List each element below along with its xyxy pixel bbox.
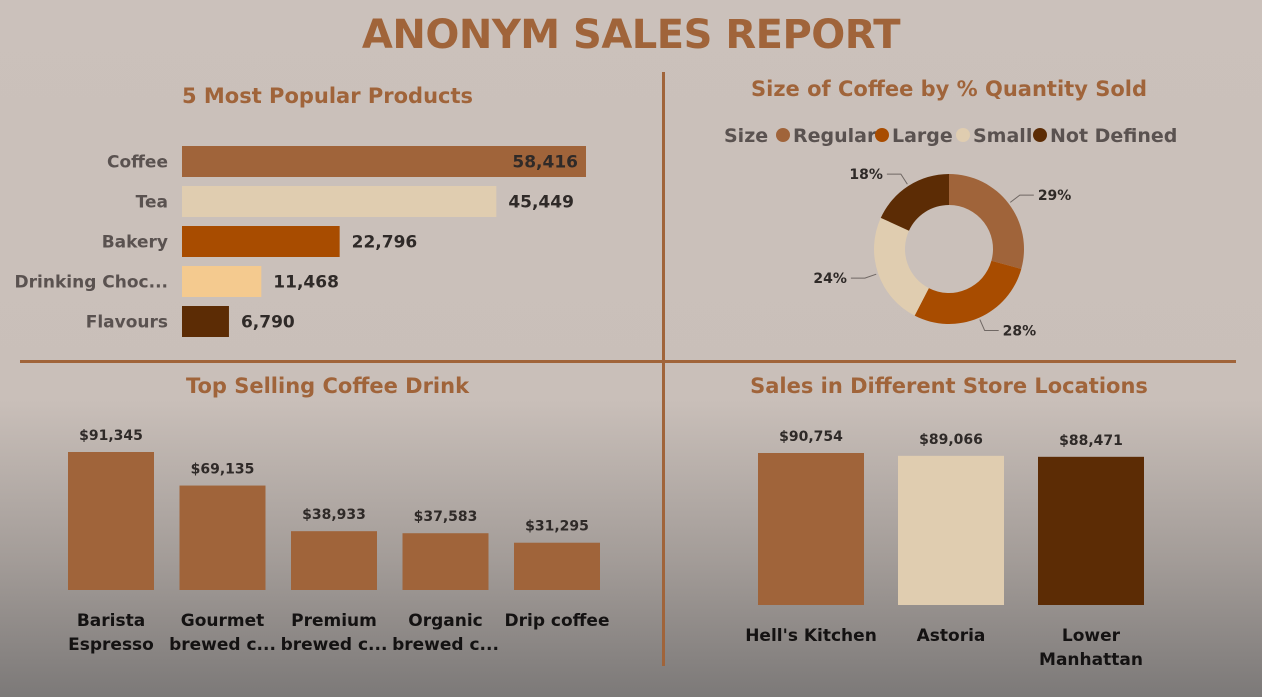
product-bar [182, 306, 229, 337]
product-bar [182, 226, 340, 257]
store-location-bar [1038, 456, 1144, 605]
product-category-label: Flavours [86, 313, 168, 333]
coffee-drink-category-label: Espresso [68, 635, 154, 655]
store-location-category-label: Astoria [917, 626, 986, 646]
coffee-drink-category-label: Gourmet [181, 611, 265, 631]
coffee-drink-chart-title: Top Selling Coffee Drink [185, 374, 470, 398]
size-donut-chart: Size Regular Large Small Not Defined 29% 28% 24… [724, 125, 1177, 340]
size-leader-line [979, 319, 999, 332]
product-category-label: Coffee [107, 153, 168, 173]
product-bar [182, 146, 586, 177]
store-location-category-label: Hell's Kitchen [745, 626, 877, 646]
size-legend-marker [776, 128, 790, 142]
coffee-drink-value-label: $38,933 [302, 507, 366, 523]
report-title: ANONYM SALES REPORT [361, 12, 901, 58]
store-location-value-label: $89,066 [919, 432, 983, 448]
coffee-drink-category-label: brewed c... [169, 635, 276, 655]
size-leader-line [850, 273, 877, 279]
coffee-drink-bar [179, 485, 266, 590]
coffee-drink-category-label: brewed c... [392, 635, 499, 655]
store-location-category-label: Manhattan [1039, 650, 1143, 670]
product-bar [182, 186, 497, 217]
coffee-drink-value-label: $91,345 [79, 428, 143, 444]
size-legend-label: Not Defined [1050, 125, 1177, 147]
coffee-drink-category-label: Premium [291, 611, 377, 631]
product-value-label: 11,468 [273, 273, 339, 293]
product-bar [182, 266, 262, 297]
coffee-drink-bar [68, 452, 154, 590]
products-chart-title: 5 Most Popular Products [181, 84, 474, 108]
product-value-label: 6,790 [241, 313, 295, 333]
store-location-chart-title: Sales in Different Store Locations [750, 374, 1148, 398]
product-value-label: 45,449 [508, 193, 574, 213]
coffee-drink-category-label: Barista [77, 611, 145, 631]
size-legend-title: Size [724, 125, 768, 147]
coffee-drink-bar [402, 533, 489, 590]
store-location-value-label: $88,471 [1059, 433, 1123, 449]
coffee-drink-value-label: $37,583 [414, 509, 478, 525]
size-percent-label: 28% [1003, 324, 1037, 340]
coffee-drink-category-label: Organic [408, 611, 482, 631]
size-donut-slice [874, 217, 929, 316]
size-chart-title: Size of Coffee by % Quantity Sold [751, 77, 1147, 101]
size-percent-label: 18% [849, 167, 883, 183]
coffee-drink-value-label: $31,295 [525, 519, 589, 535]
coffee-drink-category-label: brewed c... [281, 635, 388, 655]
size-legend-label: Small [973, 125, 1032, 147]
products-bar-chart: Coffee 58,416 Tea 45,449 Bakery 22,796 Drinkin… [15, 146, 586, 337]
horizontal-divider [20, 360, 1236, 363]
size-percent-label: 29% [1038, 188, 1072, 204]
size-donut-slice [949, 174, 1024, 269]
size-donut-slice [914, 260, 1022, 324]
size-legend-marker [956, 128, 970, 142]
product-value-label: 22,796 [352, 233, 418, 253]
store-location-bar [758, 453, 864, 605]
store-location-value-label: $90,754 [779, 429, 843, 445]
vertical-divider [662, 72, 665, 666]
size-percent-label: 24% [813, 271, 847, 287]
coffee-drink-bar-chart: $91,345 Barista Espresso $69,135 Gourmet brew… [68, 428, 610, 655]
store-location-category-label: Lower [1062, 626, 1121, 646]
size-legend-label: Regular [793, 125, 877, 147]
coffee-drink-bar [291, 531, 377, 590]
product-category-label: Tea [136, 193, 168, 213]
product-category-label: Drinking Choc... [15, 273, 168, 293]
product-category-label: Bakery [102, 233, 168, 253]
store-location-bar-chart: $90,754 Hell's Kitchen $89,066 Astoria $88,4… [745, 429, 1144, 670]
size-donut-slice [880, 174, 949, 231]
coffee-drink-bar [514, 542, 600, 590]
size-legend-label: Large [892, 125, 953, 147]
size-leader-line [886, 173, 908, 185]
product-value-label: 58,416 [512, 153, 578, 173]
coffee-drink-value-label: $69,135 [191, 462, 255, 478]
store-location-bar [898, 455, 1004, 605]
size-leader-line [1009, 194, 1034, 203]
size-legend-marker [1033, 128, 1047, 142]
size-legend-marker [875, 128, 889, 142]
coffee-drink-category-label: Drip coffee [505, 611, 610, 631]
